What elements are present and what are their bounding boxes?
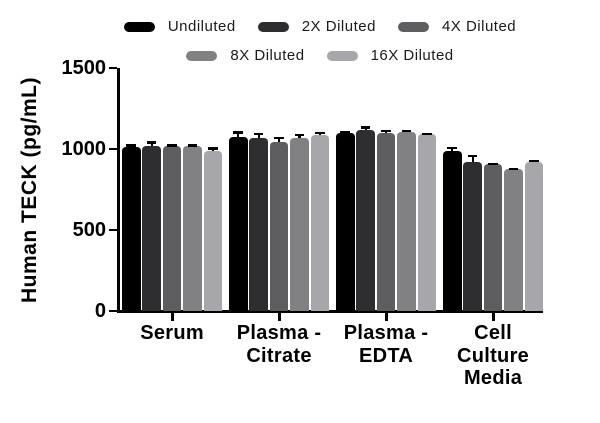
y-axis-title: Human TECK (pg/mL): [18, 77, 41, 303]
bar: [463, 161, 482, 311]
legend-label: 4X Diluted: [441, 18, 517, 35]
error-bar-cap: [360, 126, 371, 129]
x-category-label-line: Media: [463, 367, 523, 389]
bar: [417, 133, 437, 311]
x-category-label: Serum: [107, 322, 237, 345]
x-category-label-line: Plasma -: [236, 322, 322, 344]
error-bar-cap: [447, 147, 458, 150]
y-tick: [109, 66, 117, 70]
legend-item-undiluted: Undiluted: [123, 18, 236, 35]
undiluted-swatch-icon: [123, 21, 155, 32]
x-axis-line: [117, 310, 543, 313]
bar: [336, 132, 355, 311]
plot-area: 0 500 1000 1500 Serum Plasma - Citrate Plasma -…: [62, 57, 544, 389]
x-tick: [170, 313, 174, 321]
x-tick: [491, 313, 495, 321]
bar: [376, 132, 396, 311]
error-bar-cap: [508, 167, 519, 171]
x-category-label-line: Plasma -: [343, 322, 429, 344]
y-tick-label: 1000: [61, 138, 107, 160]
error-bar-cap: [274, 136, 284, 139]
bar: [504, 169, 523, 311]
x-category-label-line: Cell: [474, 322, 512, 344]
error-bar-stem: [257, 132, 260, 139]
y-tick-label: 0: [94, 300, 106, 322]
error-bar-cap: [146, 141, 157, 144]
x-category-label: Plasma - EDTA: [321, 322, 451, 367]
legend-item-4x-diluted: 4X Diluted: [397, 18, 517, 35]
y-tick-label: 500: [72, 219, 106, 241]
error-bar-cap: [253, 132, 264, 136]
legend-item-16x-diluted: 16X Diluted: [326, 47, 454, 64]
error-bar-cap: [422, 132, 432, 136]
4x-diluted-swatch-icon: [397, 21, 429, 32]
8x-diluted-swatch-icon: [186, 50, 218, 61]
error-bar-cap: [488, 162, 498, 166]
bar: [483, 164, 503, 311]
legend-item-8x-diluted: 8X Diluted: [186, 47, 304, 64]
y-tick: [109, 147, 117, 151]
error-bar-cap: [233, 131, 244, 134]
bar: [443, 150, 462, 311]
x-category-label: Cell Culture Media: [428, 322, 558, 390]
bar: [356, 129, 375, 311]
bar: [290, 137, 309, 311]
bar: [269, 141, 289, 311]
error-bar-stem: [471, 154, 474, 162]
legend-label: 2X Diluted: [301, 18, 376, 35]
legend-label: 8X Diluted: [230, 47, 305, 64]
error-bar-cap: [315, 131, 325, 135]
error-bar-cap: [401, 130, 412, 133]
error-bar-stem: [277, 136, 281, 142]
x-category-label-line: Citrate: [246, 344, 312, 367]
error-bar-cap: [208, 147, 218, 150]
error-bar-cap: [294, 133, 305, 136]
bar: [229, 136, 248, 311]
x-category-label-line: EDTA: [358, 344, 414, 367]
x-category-label-line: Serum: [140, 322, 204, 344]
x-category-label: Plasma - Citrate: [214, 322, 344, 367]
error-bar-stem: [237, 131, 240, 137]
legend-item-2x-diluted: 2X Diluted: [257, 18, 376, 35]
bar: [162, 145, 182, 311]
x-category-label-line: Culture: [456, 344, 530, 367]
error-bar-cap: [126, 144, 137, 147]
bar: [397, 131, 416, 311]
x-tick: [384, 313, 388, 321]
bar: [203, 151, 223, 311]
error-bar-cap: [340, 131, 351, 134]
y-tick: [109, 228, 117, 232]
error-bar-cap: [467, 154, 478, 158]
bar: [142, 145, 161, 311]
bar: [249, 138, 268, 311]
bar: [310, 135, 330, 311]
bar: [524, 161, 544, 311]
legend-label: 16X Diluted: [370, 47, 454, 64]
y-tick: [109, 309, 117, 313]
y-tick-label: 1500: [61, 57, 107, 79]
x-tick: [277, 313, 281, 321]
bar: [183, 145, 202, 311]
legend-row-2: 8X Diluted 16X Diluted: [40, 47, 600, 64]
bar: [122, 147, 141, 311]
error-bar-cap: [529, 159, 539, 162]
legend-row-1: Undiluted 2X Diluted 4X Diluted: [40, 18, 600, 35]
error-bar-cap: [167, 144, 177, 147]
error-bar-cap: [381, 129, 391, 133]
legend-label: Undiluted: [167, 18, 236, 35]
legend: Undiluted 2X Diluted 4X Diluted 8X Dilut…: [40, 18, 600, 64]
error-bar-cap: [187, 144, 198, 147]
y-axis-line: [117, 68, 120, 312]
2x-diluted-swatch-icon: [257, 21, 289, 32]
16x-diluted-swatch-icon: [326, 50, 358, 61]
